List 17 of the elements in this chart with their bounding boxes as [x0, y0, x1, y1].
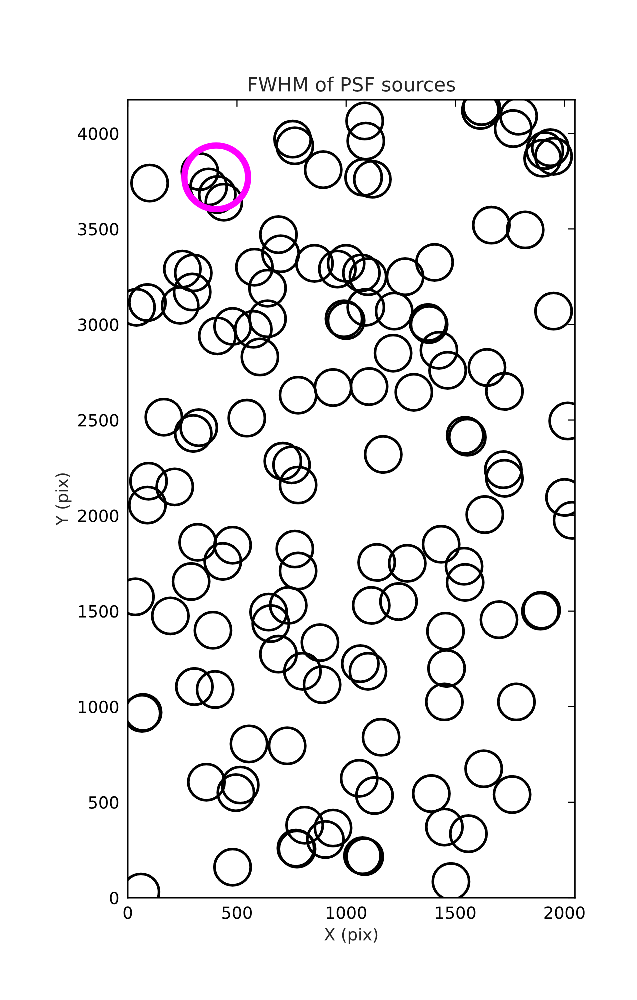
x-tick-label: 1000 — [327, 906, 366, 920]
y-tick-label: 0 — [110, 892, 119, 905]
y-tick-label: 3500 — [78, 223, 119, 236]
x-axis-title: X (pix) — [324, 928, 378, 944]
y-tick-label: 1500 — [79, 605, 119, 618]
y-tick-label: 2000 — [78, 510, 119, 522]
x-tick-label: 1500 — [436, 906, 476, 920]
y-tick-label: 3000 — [78, 318, 119, 332]
y-tick-label: 2500 — [78, 414, 119, 427]
y-tick-label: 1000 — [79, 700, 119, 714]
x-tick-label: 500 — [222, 906, 252, 920]
y-tick-label: 4000 — [78, 128, 119, 140]
x-tick-label: 2000 — [544, 906, 585, 920]
y-axis-title: Y (pix) — [56, 474, 72, 526]
chart-title: FWHM of PSF sources — [249, 76, 456, 92]
x-tick-label: 0 — [124, 906, 132, 920]
y-tick-label: 500 — [89, 796, 119, 810]
